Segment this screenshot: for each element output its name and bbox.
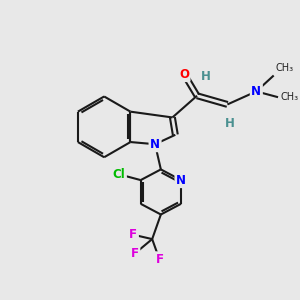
- Text: H: H: [201, 70, 211, 83]
- Text: F: F: [129, 228, 137, 241]
- Text: F: F: [155, 253, 164, 266]
- Text: F: F: [131, 247, 139, 260]
- Text: N: N: [176, 174, 186, 187]
- Text: N: N: [150, 138, 160, 151]
- Text: CH₃: CH₃: [281, 92, 299, 102]
- Text: H: H: [225, 117, 235, 130]
- Text: N: N: [251, 85, 261, 98]
- Text: O: O: [179, 68, 189, 80]
- Text: CH₃: CH₃: [275, 63, 293, 73]
- Text: Cl: Cl: [112, 168, 125, 181]
